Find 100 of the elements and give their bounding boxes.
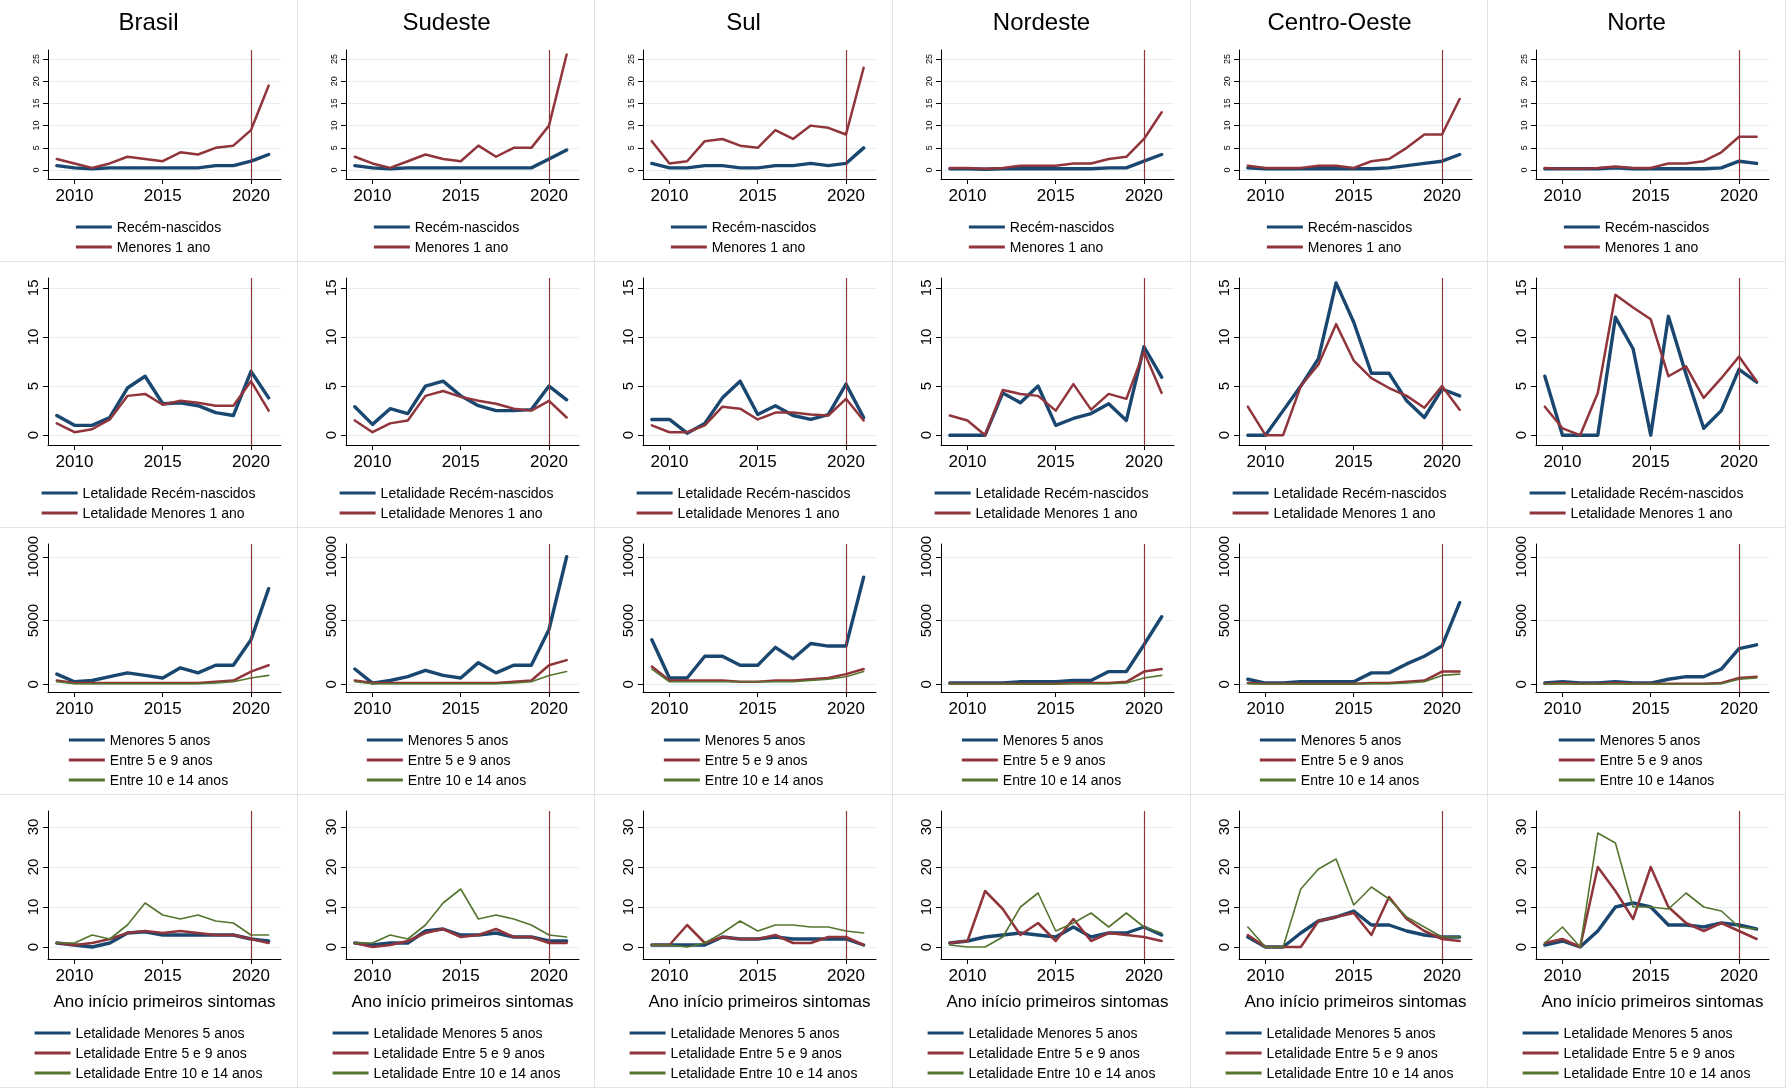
legend-label: Letalidade Menores 5 anos	[373, 1025, 543, 1041]
legend-label: Menores 1 ano	[414, 239, 509, 255]
legend-label: Entre 10 e 14 anos	[1300, 772, 1419, 788]
y-tick-label: 5	[619, 381, 637, 391]
y-tick-label: 5	[24, 381, 41, 391]
y-tick-label: 10	[321, 898, 339, 916]
legend-label: Letalidade Recém-nascidos	[380, 485, 554, 501]
legend-label: Letalidade Menores 5 anos	[670, 1025, 840, 1041]
legend-label: Entre 10 e 14 anos	[705, 772, 824, 788]
x-tick-label: 2010	[948, 966, 987, 985]
y-tick-label: 10000	[1512, 535, 1530, 578]
legend-label: Menores 1 ano	[116, 239, 211, 255]
legend-label: Menores 5 anos	[407, 732, 508, 748]
y-tick-label: 15	[1512, 279, 1530, 297]
y-tick-label: 20	[1214, 858, 1232, 876]
y-tick-label: 15	[24, 279, 41, 297]
y-tick-label: 10	[321, 328, 339, 346]
y-tick-label: 5000	[1214, 603, 1232, 638]
y-tick-label: 10	[30, 120, 41, 131]
y-tick-label: 15	[917, 279, 934, 297]
chart-title: Brasil	[118, 7, 179, 35]
y-tick-label: 15	[1221, 98, 1232, 109]
x-tick-label: 2010	[55, 186, 94, 205]
legend-label: Letalidade Menores 5 anos	[968, 1025, 1138, 1041]
legend-label: Menores 5 anos	[1002, 732, 1104, 748]
x-tick-label: 2015	[1334, 699, 1373, 718]
y-tick-label: 10	[619, 328, 637, 346]
y-tick-label: 25	[1221, 53, 1232, 64]
y-tick-label: 10000	[24, 535, 41, 578]
x-tick-label: 2020	[232, 452, 270, 471]
y-tick-label: 5	[328, 145, 339, 151]
y-tick-label: 0	[24, 680, 41, 689]
x-axis-title: Ano início primeiros sintomas	[648, 992, 871, 1011]
y-tick-label: 5	[1221, 145, 1232, 151]
y-tick-label: 10	[923, 120, 934, 131]
x-tick-label: 2015	[1632, 699, 1670, 718]
legend-label: Letalidade Menores 5 anos	[1266, 1025, 1436, 1041]
x-tick-label: 2020	[1720, 966, 1759, 985]
x-tick-label: 2015	[1036, 186, 1075, 205]
y-tick-label: 10	[917, 898, 934, 916]
x-tick-label: 2010	[1246, 186, 1285, 205]
legend-label: Letalidade Menores 5 anos	[75, 1025, 245, 1041]
y-tick-label: 0	[625, 167, 636, 173]
x-tick-label: 2020	[1422, 966, 1461, 985]
y-tick-label: 0	[321, 942, 339, 952]
y-tick-label: 15	[1518, 98, 1529, 109]
y-tick-label: 30	[619, 818, 637, 836]
y-tick-label: 5	[1214, 381, 1232, 391]
x-tick-label: 2020	[827, 699, 866, 718]
x-tick-label: 2015	[1334, 966, 1373, 985]
y-tick-label: 20	[30, 76, 41, 87]
legend-label: Entre 5 e 9 anos	[109, 752, 213, 768]
y-tick-label: 20	[619, 858, 637, 876]
legend-label: Letalidade Menores 1 ano	[677, 505, 841, 521]
y-tick-label: 25	[30, 53, 41, 64]
y-tick-label: 0	[1214, 680, 1232, 689]
chart-title: Sul	[726, 7, 762, 35]
legend-label: Entre 5 e 9 anos	[1600, 752, 1703, 768]
legend-label: Menores 5 anos	[705, 732, 806, 748]
x-tick-label: 2020	[529, 452, 568, 471]
x-tick-label: 2015	[143, 186, 182, 205]
y-tick-label: 5	[30, 145, 41, 151]
x-tick-label: 2020	[232, 186, 270, 205]
y-tick-label: 20	[917, 858, 934, 876]
y-tick-label: 15	[923, 98, 934, 109]
y-tick-label: 5	[625, 145, 636, 151]
y-tick-label: 10	[619, 898, 637, 916]
x-tick-label: 2015	[441, 966, 480, 985]
legend-label: Letalidade Menores 1 ano	[82, 505, 245, 521]
legend-label: Entre 5 e 9 anos	[705, 752, 808, 768]
x-tick-label: 2015	[739, 699, 777, 718]
y-tick-label: 0	[917, 942, 934, 952]
x-tick-label: 2015	[1036, 452, 1075, 471]
y-tick-label: 20	[24, 858, 41, 876]
x-tick-label: 2020	[1125, 186, 1163, 205]
y-tick-label: 0	[619, 431, 637, 440]
legend-label: Recém-nascidos	[414, 219, 519, 235]
y-tick-label: 10	[1214, 328, 1232, 346]
x-tick-label: 2010	[948, 699, 987, 718]
y-tick-label: 10	[1512, 328, 1530, 346]
chart-title: Sudeste	[402, 7, 491, 35]
legend-label: Letalidade Entre 10 e 14 anos	[968, 1065, 1156, 1081]
x-tick-label: 2020	[232, 966, 270, 985]
x-tick-label: 2020	[1720, 186, 1759, 205]
x-tick-label: 2020	[1720, 699, 1759, 718]
x-tick-label: 2020	[1422, 186, 1461, 205]
legend-label: Letalidade Recém-nascidos	[677, 485, 851, 501]
x-tick-label: 2015	[1632, 186, 1670, 205]
y-tick-label: 30	[1214, 818, 1232, 836]
y-tick-label: 5	[1518, 145, 1529, 151]
legend-label: Letalidade Entre 5 e 9 anos	[373, 1045, 545, 1061]
x-tick-label: 2015	[441, 186, 480, 205]
y-tick-label: 15	[625, 98, 636, 109]
x-tick-label: 2020	[827, 186, 866, 205]
y-tick-label: 5000	[1512, 603, 1530, 638]
x-tick-label: 2010	[55, 966, 94, 985]
legend-label: Letalidade Entre 10 e 14 anos	[1563, 1065, 1751, 1081]
x-tick-label: 2015	[441, 699, 480, 718]
x-tick-label: 2010	[650, 699, 689, 718]
legend-label: Recém-nascidos	[116, 219, 222, 235]
